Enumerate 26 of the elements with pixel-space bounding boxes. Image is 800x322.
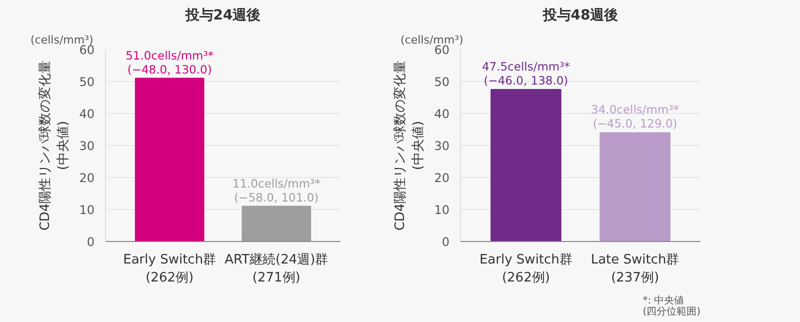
x-tick-label: Early Switch群 (262例) (123, 252, 216, 286)
y-tick-label: 30 (79, 139, 95, 153)
data-label: 11.0cells/mm³* (−58.0, 101.0) (232, 176, 321, 204)
y-tick-label: 40 (79, 107, 95, 121)
y-tick-label: 20 (79, 171, 95, 185)
y-tick-label: 10 (434, 203, 450, 217)
chart-title: 投与48週後 (542, 8, 618, 24)
y-axis-title: CD4陽性リンパ球数の変化量 (中央値) (392, 60, 426, 231)
y-tick-label: 10 (79, 203, 95, 217)
y-tick-label: 0 (442, 235, 450, 249)
y-tick-label: 0 (86, 235, 95, 249)
chart-title: 投与24週後 (184, 8, 261, 24)
y-axis-title: CD4陽性リンパ球数の変化量 (中央値) (37, 60, 72, 231)
data-label: 51.0cells/mm³* (−48.0, 130.0) (126, 48, 214, 76)
y-tick-label: 30 (434, 139, 450, 153)
data-label: 34.0cells/mm³* (−45.0, 129.0) (591, 102, 680, 131)
y-tick-label: 50 (79, 75, 95, 89)
x-tick-label: ART継続(24週)群 (271例) (224, 252, 328, 286)
y-tick-label: 20 (434, 171, 450, 185)
x-tick-label: Early Switch群 (262例) (479, 252, 572, 286)
x-tick-label: Late Switch群 (237例) (590, 252, 680, 286)
text: (cells/mm³) (30, 34, 94, 46)
y-tick-label: 40 (434, 107, 450, 121)
data-label: 47.5cells/mm³* (−46.0, 138.0) (482, 60, 570, 88)
text: *: 中央値 (四分位範囲) (642, 294, 701, 318)
y-tick-label: 50 (434, 75, 450, 89)
